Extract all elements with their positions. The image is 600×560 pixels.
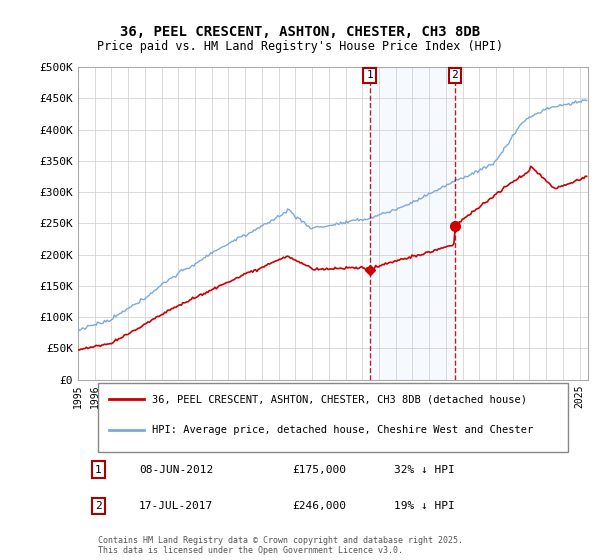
- Text: 17-JUL-2017: 17-JUL-2017: [139, 501, 214, 511]
- Text: 1: 1: [366, 71, 373, 80]
- Text: 2: 2: [95, 501, 102, 511]
- FancyBboxPatch shape: [98, 383, 568, 452]
- Text: 19% ↓ HPI: 19% ↓ HPI: [394, 501, 455, 511]
- Text: 32% ↓ HPI: 32% ↓ HPI: [394, 465, 455, 475]
- Text: HPI: Average price, detached house, Cheshire West and Chester: HPI: Average price, detached house, Ches…: [152, 425, 533, 435]
- Text: £246,000: £246,000: [292, 501, 346, 511]
- Text: 2: 2: [452, 71, 458, 80]
- Text: 36, PEEL CRESCENT, ASHTON, CHESTER, CH3 8DB: 36, PEEL CRESCENT, ASHTON, CHESTER, CH3 …: [120, 25, 480, 39]
- Text: 36, PEEL CRESCENT, ASHTON, CHESTER, CH3 8DB (detached house): 36, PEEL CRESCENT, ASHTON, CHESTER, CH3 …: [152, 394, 527, 404]
- Text: 08-JUN-2012: 08-JUN-2012: [139, 465, 214, 475]
- Text: Contains HM Land Registry data © Crown copyright and database right 2025.
This d: Contains HM Land Registry data © Crown c…: [98, 536, 463, 556]
- Text: £175,000: £175,000: [292, 465, 346, 475]
- Text: Price paid vs. HM Land Registry's House Price Index (HPI): Price paid vs. HM Land Registry's House …: [97, 40, 503, 53]
- Bar: [370, 67, 455, 380]
- Text: 1: 1: [95, 465, 102, 475]
